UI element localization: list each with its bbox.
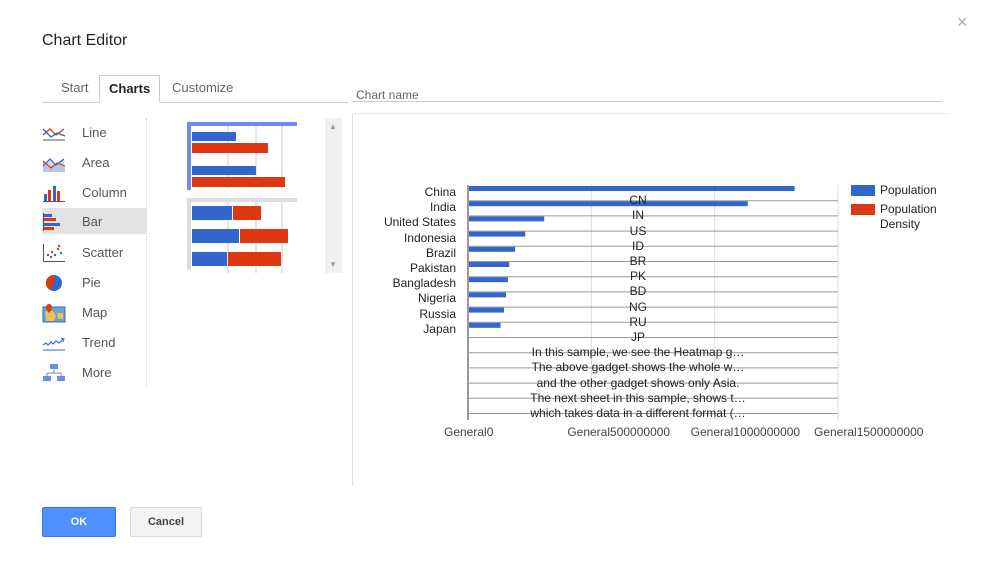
sidebar-item-column[interactable]: Column (42, 181, 146, 205)
sidebar-item-line[interactable]: Line (42, 121, 146, 145)
sidebar-item-label: Map (82, 305, 108, 320)
legend-swatch-population-density (851, 204, 875, 215)
sidebar-item-scatter[interactable]: Scatter (42, 241, 146, 265)
legend-label-population: Population (880, 183, 937, 197)
line-chart-icon (42, 128, 66, 141)
row-label: In this sample, we see the Heatmap g… (531, 345, 745, 360)
x-axis-tick-label: General1000000000 (690, 425, 801, 439)
x-axis-tick-label: General0 (444, 425, 494, 439)
dialog-title: Chart Editor (42, 32, 128, 49)
category-label: United States (383, 215, 456, 230)
trend-chart-icon (42, 337, 65, 351)
sidebar-item-label: Column (82, 185, 127, 200)
category-label: Pakistan (409, 261, 456, 275)
legend-label-population-density: Population Density (880, 202, 937, 231)
chart-name-label: Chart name (356, 88, 419, 102)
row-label: PK (629, 269, 646, 284)
sidebar-item-label: Scatter (82, 245, 124, 260)
pie-chart-icon (45, 274, 62, 291)
sidebar-item-label: Pie (82, 275, 101, 290)
category-label: Russia (419, 306, 456, 321)
bar-grouped-thumbnail[interactable] (187, 122, 297, 190)
sidebar-item-label: More (82, 365, 112, 380)
row-label: which takes data in a different format (… (530, 406, 746, 420)
scroll-up-icon[interactable]: ▲ (329, 122, 337, 131)
tab-bar: Start Charts Customize (42, 75, 348, 103)
chart-name-input[interactable] (352, 87, 942, 102)
tab-charts[interactable]: Charts (99, 75, 161, 103)
row-label: BD (629, 284, 647, 299)
column-chart-icon (43, 186, 65, 202)
cancel-button[interactable]: Cancel (130, 507, 202, 537)
category-label: Japan (423, 321, 456, 336)
category-label: Indonesia (403, 230, 456, 245)
more-charts-icon (43, 364, 65, 381)
area-chart-icon (42, 158, 66, 172)
row-label: JP (630, 330, 645, 344)
row-label: NG (629, 299, 647, 314)
bar-stacked-thumbnail[interactable] (187, 198, 297, 320)
scatter-chart-icon (43, 244, 65, 262)
row-label: IN (632, 208, 644, 223)
tab-customize[interactable]: Customize (172, 80, 234, 95)
sidebar-item-label: Trend (82, 335, 116, 350)
x-axis-tick-label: General1500000000 (814, 425, 924, 439)
row-label: The next sheet in this sample, shows t… (530, 390, 746, 405)
row-label: US (629, 223, 647, 238)
chart-subtype-list (185, 118, 305, 320)
row-label: CN (629, 193, 647, 208)
chart-preview (352, 113, 949, 486)
sidebar-item-label: Bar (82, 214, 103, 229)
ok-button[interactable]: OK (42, 507, 116, 537)
category-label: China (424, 185, 456, 199)
x-axis-tick-label: General500000000 (567, 425, 671, 439)
sidebar-item-more[interactable]: More (42, 361, 146, 385)
row-label: RU (629, 314, 647, 329)
sidebar-item-label: Line (82, 125, 107, 140)
sidebar-item-map[interactable]: Map (42, 301, 146, 325)
sidebar-item-label: Area (82, 155, 110, 170)
row-label: The above gadget shows the whole w… (531, 360, 745, 375)
sidebar-item-area[interactable]: Area (42, 151, 146, 175)
close-icon[interactable]: × (957, 12, 968, 32)
bar-chart-icon (43, 213, 60, 231)
category-label: India (429, 200, 456, 215)
row-label: BR (629, 254, 647, 268)
legend-swatch-population (851, 185, 875, 196)
row-label: ID (632, 238, 644, 253)
sidebar-item-pie[interactable]: Pie (42, 271, 146, 295)
category-label: Brazil (425, 245, 456, 260)
row-label: and the other gadget shows only Asia. (536, 375, 740, 390)
sidebar-item-bar[interactable]: Bar (42, 208, 146, 234)
map-chart-icon (42, 304, 66, 323)
chart-type-sidebar: Line Area Column Bar Scatter Pie Map Tre… (42, 118, 147, 388)
category-label: Nigeria (417, 291, 456, 306)
thumbnail-scrollbar[interactable]: ▲ ▼ (325, 118, 342, 273)
category-label: Bangladesh (392, 276, 456, 291)
sidebar-item-trend[interactable]: Trend (42, 331, 146, 355)
tab-start[interactable]: Start (61, 80, 89, 95)
scroll-down-icon[interactable]: ▼ (329, 260, 337, 269)
